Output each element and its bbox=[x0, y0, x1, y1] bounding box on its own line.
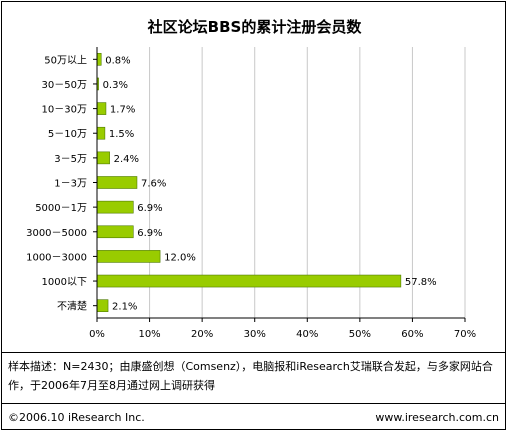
bar bbox=[96, 274, 402, 288]
bar bbox=[96, 151, 110, 165]
category-label: 不清楚 bbox=[57, 300, 87, 313]
data-label: 2.4% bbox=[114, 154, 139, 165]
data-label: 1.7% bbox=[110, 105, 135, 116]
separator-bottom bbox=[1, 403, 506, 404]
bar bbox=[96, 102, 107, 115]
category-label: 5000－1万 bbox=[35, 203, 87, 214]
data-label: 2.1% bbox=[112, 302, 137, 313]
data-label: 6.9% bbox=[137, 228, 162, 239]
x-tick-label: 60% bbox=[401, 329, 423, 340]
category-label: 10－30万 bbox=[42, 105, 87, 116]
copyright-text: ©2006.10 iResearch Inc. bbox=[8, 411, 145, 424]
x-tick-label: 10% bbox=[138, 329, 160, 340]
data-label: 0.8% bbox=[105, 55, 130, 66]
x-tick-label: 0% bbox=[89, 329, 105, 340]
bar bbox=[96, 126, 106, 140]
category-label: 30－50万 bbox=[42, 80, 87, 91]
bar bbox=[96, 200, 134, 214]
bar bbox=[96, 299, 109, 312]
category-label: 1－3万 bbox=[54, 179, 87, 190]
data-label: 7.6% bbox=[141, 179, 166, 190]
website-link[interactable]: www.iresearch.com.cn bbox=[375, 411, 499, 424]
category-label: 1000－3000 bbox=[26, 252, 87, 263]
category-label: 5－10万 bbox=[48, 129, 87, 140]
bar bbox=[96, 250, 161, 263]
data-label: 1.5% bbox=[109, 129, 134, 140]
data-label: 57.8% bbox=[405, 277, 437, 288]
category-label: 1000以下 bbox=[42, 277, 87, 288]
chart-title: 社区论坛BBS的累计注册会员数 bbox=[147, 18, 362, 36]
data-label: 6.9% bbox=[137, 203, 162, 214]
bar-chart: 50万以上 0.8% 30－50万 0.3% 10－30万 1.7% 5－10万 1.5% 3－… bbox=[26, 47, 476, 340]
sample-note: 样本描述：N=2430；由康盛创想（Comsenz），电脑报和iResearch… bbox=[8, 360, 493, 392]
x-tick-label: 70% bbox=[454, 329, 476, 340]
data-label: 12.0% bbox=[164, 252, 196, 263]
bar bbox=[96, 225, 134, 239]
x-tick-label: 20% bbox=[191, 329, 213, 340]
x-tick-label: 50% bbox=[349, 329, 371, 340]
x-tick-label: 30% bbox=[244, 329, 266, 340]
bar bbox=[96, 176, 138, 189]
x-tick-label: 40% bbox=[296, 329, 318, 340]
category-label: 3－5万 bbox=[54, 154, 87, 165]
category-label: 50万以上 bbox=[44, 54, 87, 66]
data-label: 0.3% bbox=[103, 80, 128, 91]
separator-top bbox=[1, 352, 506, 353]
bar bbox=[96, 53, 102, 66]
plot-area bbox=[97, 47, 465, 318]
category-label: 3000－5000 bbox=[26, 228, 87, 239]
